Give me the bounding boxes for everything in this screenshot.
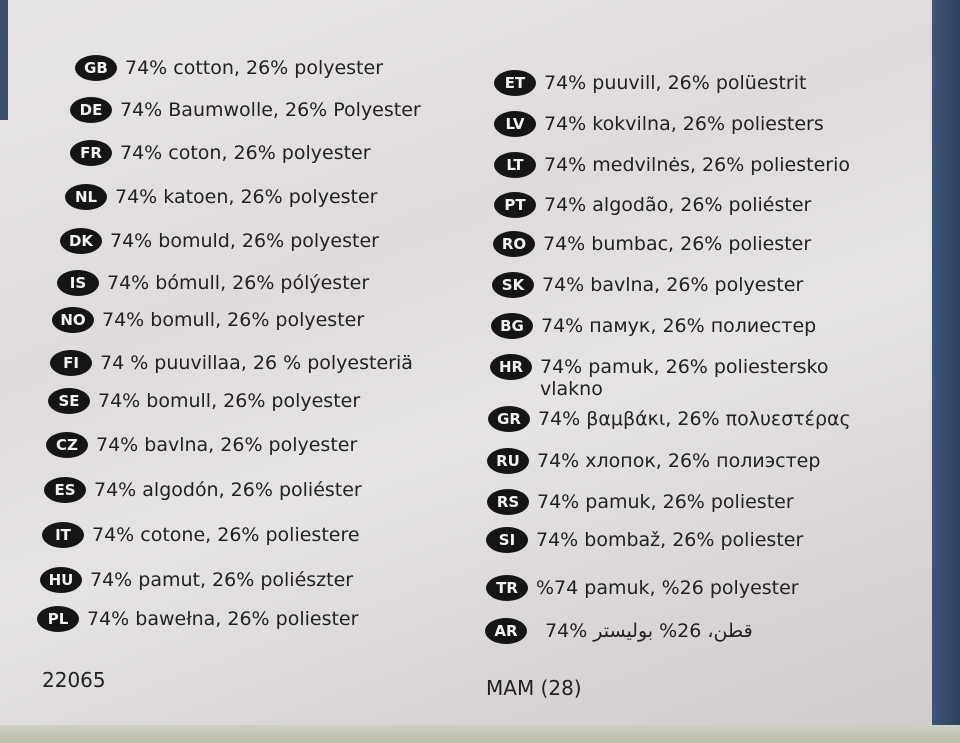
- composition-text: 74% algodón, 26% poliéster: [94, 479, 362, 501]
- country-code-badge: RU: [487, 448, 529, 474]
- composition-row-et: ET 74% puuvill, 26% polüestrit: [494, 70, 806, 96]
- country-code-badge: NO: [52, 307, 94, 333]
- composition-text: 74% bavlna, 26% polyester: [542, 274, 804, 296]
- country-code-badge: GB: [75, 55, 117, 81]
- composition-text: 74% хлопок, 26% полиэстер: [537, 450, 821, 472]
- country-code-badge: HR: [490, 354, 532, 380]
- country-code-badge: PT: [494, 192, 536, 218]
- country-code-badge: ET: [494, 70, 536, 96]
- country-code-badge: LT: [494, 152, 536, 178]
- composition-text: 74% bavlna, 26% polyester: [96, 434, 358, 456]
- country-code-badge: IS: [57, 270, 99, 296]
- composition-row-fi: FI 74 % puuvillaa, 26 % polyesteriä: [50, 350, 413, 376]
- composition-text: 74% medvilnės, 26% poliesterio: [544, 154, 850, 176]
- country-code-badge: CZ: [46, 432, 88, 458]
- fabric-edge: [932, 0, 960, 743]
- batch-code: MAM (28): [486, 676, 582, 700]
- composition-row-hr: HR 74% pamuk, 26% poliestersko vlakno: [490, 354, 829, 400]
- fabric-edge-left: [0, 0, 8, 120]
- composition-text: 74% памук, 26% полиестер: [541, 315, 817, 337]
- composition-row-sk: SK 74% bavlna, 26% polyester: [492, 272, 803, 298]
- country-code-badge: DE: [70, 97, 112, 123]
- composition-text: 74% bumbac, 26% poliester: [543, 233, 812, 255]
- composition-text: 74% kokvilna, 26% poliesters: [544, 113, 824, 135]
- composition-row-it: IT 74% cotone, 26% poliestere: [42, 522, 360, 548]
- country-code-badge: LV: [494, 111, 536, 137]
- composition-text: 74% bawełna, 26% poliester: [87, 608, 359, 630]
- country-code-badge: RO: [493, 231, 535, 257]
- country-code-badge: ES: [44, 477, 86, 503]
- country-code-badge: BG: [491, 313, 533, 339]
- composition-row-cz: CZ 74% bavlna, 26% polyester: [46, 432, 357, 458]
- country-code-badge: PL: [37, 606, 79, 632]
- composition-text: 74% katoen, 26% polyester: [115, 186, 378, 208]
- composition-text: 74% coton, 26% polyester: [120, 142, 371, 164]
- composition-text: 74% algodão, 26% poliéster: [544, 194, 812, 216]
- country-code-badge: SE: [48, 388, 90, 414]
- composition-row-dk: DK 74% bomuld, 26% polyester: [60, 228, 379, 254]
- composition-row-hu: HU 74% pamut, 26% poliészter: [40, 567, 353, 593]
- country-code-badge: TR: [486, 575, 528, 601]
- composition-row-gb: GB 74% cotton, 26% polyester: [75, 55, 383, 81]
- composition-text: 74% cotton, 26% polyester: [125, 57, 384, 79]
- composition-text: 74 % puuvillaa, 26 % polyesteriä: [100, 352, 413, 374]
- composition-text: قطن، 26% بوليستر %74: [545, 620, 753, 642]
- country-code-badge: IT: [42, 522, 84, 548]
- composition-text: 74% pamuk, 26% poliester: [537, 491, 794, 513]
- composition-row-ar: AR قطن، 26% بوليستر %74: [485, 618, 753, 644]
- country-code-badge: HU: [40, 567, 82, 593]
- composition-text: 74% bombaž, 26% poliester: [536, 529, 804, 551]
- country-code-badge: FI: [50, 350, 92, 376]
- country-code-badge: AR: [485, 618, 527, 644]
- composition-row-tr: TR %74 pamuk, %26 polyester: [486, 575, 799, 601]
- composition-row-rs: RS 74% pamuk, 26% poliester: [487, 489, 794, 515]
- country-code-badge: FR: [70, 140, 112, 166]
- composition-row-nl: NL 74% katoen, 26% polyester: [65, 184, 377, 210]
- composition-text: 74% bomull, 26% polyester: [98, 390, 361, 412]
- composition-text: 74% bómull, 26% pólýester: [107, 272, 370, 294]
- composition-row-ru: RU 74% хлопок, 26% полиэстер: [487, 448, 820, 474]
- composition-row-gr: GR 74% βαμβάκι, 26% πολυεστέρας: [488, 406, 851, 432]
- composition-row-pt: PT 74% algodão, 26% poliéster: [494, 192, 811, 218]
- composition-row-es: ES 74% algodón, 26% poliéster: [44, 477, 362, 503]
- country-code-badge: GR: [488, 406, 530, 432]
- composition-row-lt: LT 74% medvilnės, 26% poliesterio: [494, 152, 850, 178]
- composition-row-si: SI 74% bombaž, 26% poliester: [486, 527, 803, 553]
- composition-text: 74% Baumwolle, 26% Polyester: [120, 99, 421, 121]
- composition-text: 74% puuvill, 26% polüestrit: [544, 72, 807, 94]
- composition-row-pl: PL 74% bawełna, 26% poliester: [37, 606, 358, 632]
- composition-text: 74% βαμβάκι, 26% πολυεστέρας: [538, 408, 851, 430]
- composition-text: 74% cotone, 26% poliestere: [92, 524, 360, 546]
- fabric-bottom: [0, 725, 960, 743]
- article-number: 22065: [42, 668, 106, 692]
- composition-row-fr: FR 74% coton, 26% polyester: [70, 140, 371, 166]
- country-code-badge: SI: [486, 527, 528, 553]
- composition-row-se: SE 74% bomull, 26% polyester: [48, 388, 360, 414]
- composition-text: %74 pamuk, %26 polyester: [536, 577, 799, 599]
- country-code-badge: DK: [60, 228, 102, 254]
- country-code-badge: RS: [487, 489, 529, 515]
- composition-text: 74% pamut, 26% poliészter: [90, 569, 354, 591]
- country-code-badge: SK: [492, 272, 534, 298]
- composition-row-no: NO 74% bomull, 26% polyester: [52, 307, 364, 333]
- country-code-badge: NL: [65, 184, 107, 210]
- composition-text: 74% bomuld, 26% polyester: [110, 230, 379, 252]
- composition-row-is: IS 74% bómull, 26% pólýester: [57, 270, 369, 296]
- composition-text: 74% bomull, 26% polyester: [102, 309, 365, 331]
- composition-row-bg: BG 74% памук, 26% полиестер: [491, 313, 816, 339]
- composition-text: 74% pamuk, 26% poliestersko vlakno: [540, 356, 829, 400]
- composition-row-de: DE 74% Baumwolle, 26% Polyester: [70, 97, 421, 123]
- composition-row-ro: RO 74% bumbac, 26% poliester: [493, 231, 811, 257]
- composition-row-lv: LV 74% kokvilna, 26% poliesters: [494, 111, 824, 137]
